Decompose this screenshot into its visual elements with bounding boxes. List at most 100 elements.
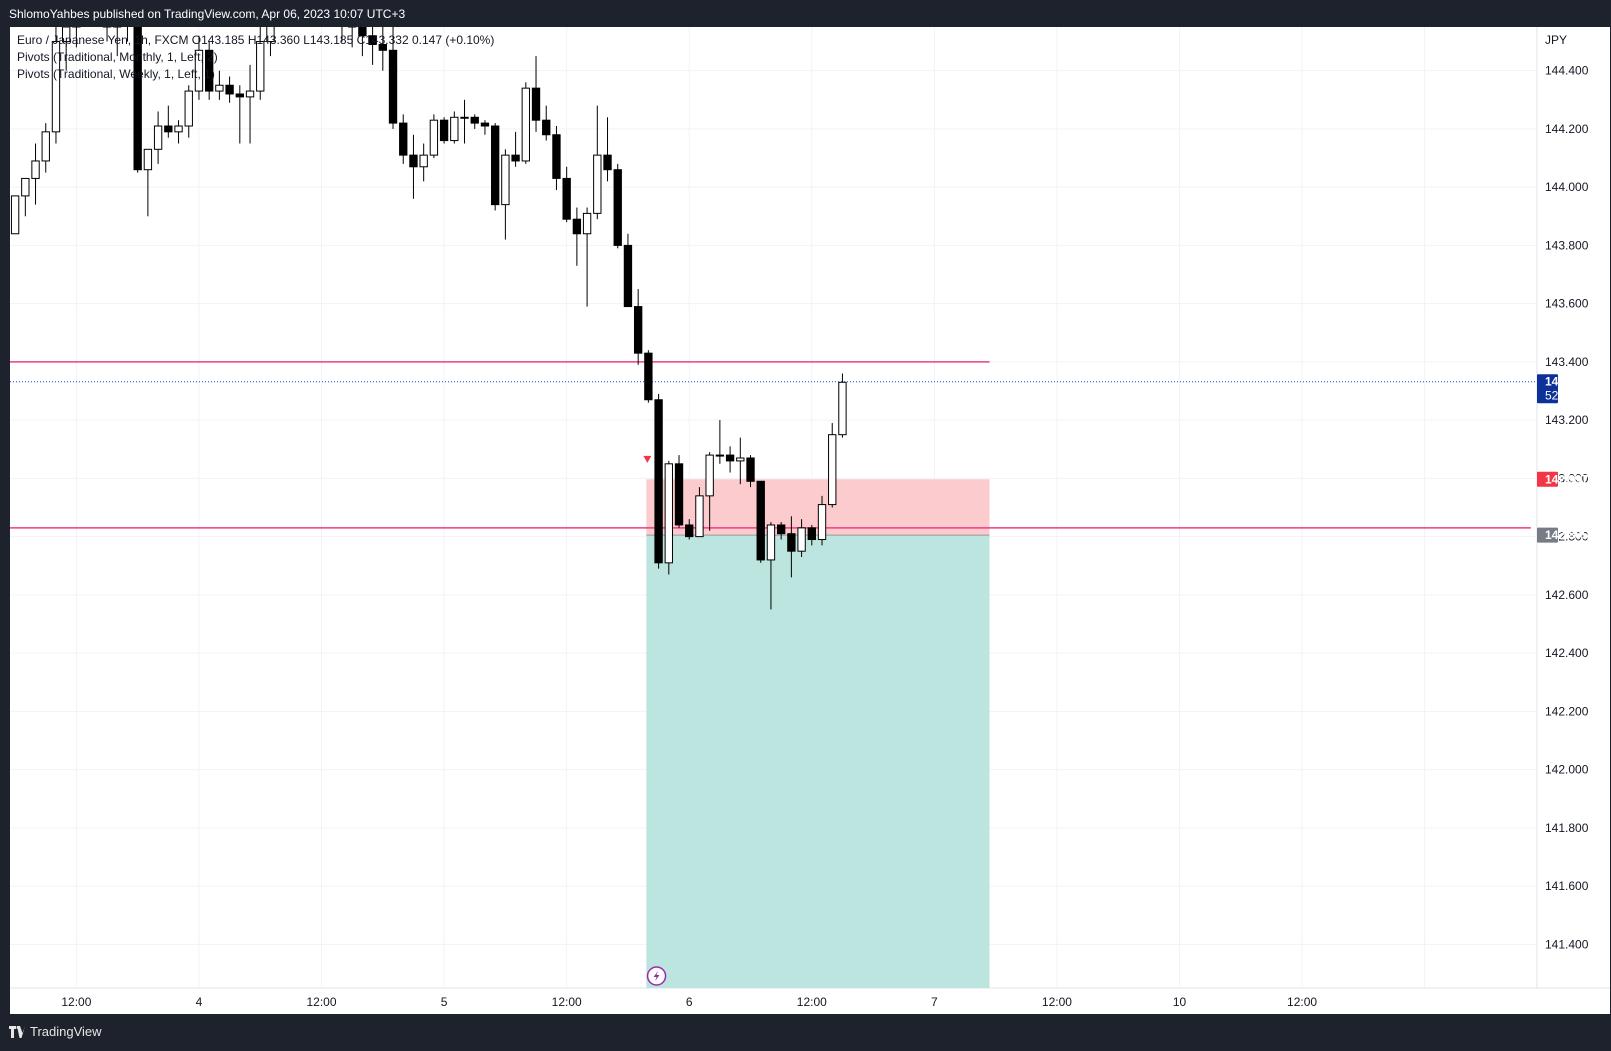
candle-bearish	[102, 27, 112, 28]
candle-bullish	[245, 90, 255, 98]
legend-symbol-line: Euro / Japanese Yen, 1h, FXCM O143.185 H…	[17, 33, 494, 47]
y-tick-label: 143.200	[1545, 413, 1589, 427]
candle-bullish	[705, 454, 714, 497]
lightning-icon	[653, 971, 660, 981]
y-tick-label: 144.200	[1545, 122, 1589, 136]
y-tick-label: 142.000	[1545, 763, 1589, 777]
y-tick-label: 143.400	[1545, 355, 1589, 369]
candle-bullish	[766, 524, 776, 561]
candle-bearish	[776, 524, 786, 535]
grid	[10, 27, 1537, 988]
candle-bullish	[153, 125, 163, 150]
y-tick-label: 143.600	[1545, 297, 1589, 311]
chart[interactable]: 141.400 141.600 141.800 142.000 142.200 142.4…	[0, 0, 1611, 1014]
take-profit-zone	[646, 535, 990, 988]
x-tick-label: 12:00	[61, 995, 91, 1009]
candle-bearish	[368, 35, 377, 45]
candle-bearish	[623, 244, 633, 308]
candle-bearish	[542, 119, 551, 136]
candle-bearish	[644, 352, 653, 401]
candle-bullish	[277, 0, 284, 12]
candle-bullish	[828, 434, 837, 506]
publisher-line: ShlomoYahbes published on TradingView.co…	[9, 7, 406, 21]
candle-bullish	[501, 154, 510, 206]
candle-bullish	[715, 454, 725, 457]
y-tick-label: 144.400	[1545, 64, 1589, 78]
candle-bearish	[552, 134, 561, 179]
candle-bullish	[124, 12, 131, 18]
legend-pivot-monthly: Pivots (Traditional, Monthly, 1, Left, 2…	[17, 50, 218, 64]
current-price-label: 143.332	[1545, 375, 1589, 389]
legend-pivot-weekly: Pivots (Traditional, Weekly, 1, Left, 1)	[17, 67, 215, 81]
candle-bearish	[470, 116, 479, 124]
candle-bullish	[10, 195, 20, 235]
y-tick-label: 144.000	[1545, 180, 1589, 194]
candle-bullish	[41, 131, 50, 162]
candle-bearish	[164, 125, 173, 133]
candle-bearish	[746, 457, 755, 482]
y-tick-label: 142.200	[1545, 704, 1589, 718]
candle-bearish	[674, 463, 684, 526]
candle-bearish	[685, 524, 694, 538]
x-tick-label: 12:00	[797, 995, 827, 1009]
candle-bullish	[72, 27, 81, 28]
candle-bearish	[562, 177, 571, 220]
y-tick-label: 142.600	[1545, 588, 1589, 602]
current-price-label-bg	[1537, 374, 1558, 404]
candle-bullish	[695, 495, 704, 538]
x-tick-label: 6	[686, 995, 693, 1009]
candle-bullish	[62, 27, 71, 43]
candle-bearish	[347, 27, 357, 28]
candle-bullish	[521, 87, 530, 162]
stop-price-label: 142.997	[1545, 472, 1589, 486]
candle-bullish	[256, 41, 265, 92]
candle-bearish	[133, 27, 142, 171]
x-tick-label: 12:00	[307, 995, 337, 1009]
candle-bullish	[83, 7, 90, 13]
candle-bullish	[51, 41, 61, 133]
y-tick-label: 141.600	[1545, 879, 1589, 893]
y-tick-label: 142.400	[1545, 646, 1589, 660]
candle-bearish	[490, 125, 500, 206]
candle-bullish	[817, 504, 827, 541]
entry-price-label: 142.805	[1545, 528, 1589, 542]
y-tick-label: 143.800	[1545, 238, 1589, 252]
candle-bullish	[143, 148, 153, 171]
candle-bullish	[429, 119, 439, 156]
candle-bullish	[797, 527, 806, 552]
tradingview-logo[interactable]: TradingView	[9, 1024, 102, 1039]
tradingview-logo-icon	[9, 1025, 25, 1038]
candle-bullish	[736, 457, 745, 462]
signal-arrow-icon	[643, 455, 652, 463]
bottom-bar: TradingView	[0, 1014, 1611, 1051]
candle-bearish	[725, 454, 735, 462]
x-tick-label: 12:00	[1287, 995, 1317, 1009]
candle-bearish	[787, 533, 796, 552]
candle-bullish	[582, 212, 592, 235]
x-tick-label: 10	[1173, 995, 1187, 1009]
plot-area	[10, 0, 1537, 988]
currency-label: JPY	[1545, 33, 1567, 47]
candle-bearish	[378, 43, 387, 51]
candle-bearish	[572, 218, 582, 235]
tradingview-brand: TradingView	[30, 1024, 102, 1039]
candle-bearish	[388, 49, 398, 124]
x-tick-label: 7	[931, 995, 938, 1009]
candle-bullish	[194, 49, 204, 92]
top-bar: ShlomoYahbes published on TradingView.co…	[0, 0, 1611, 27]
candle-bearish	[439, 119, 449, 142]
candle-bearish	[531, 87, 541, 121]
candle-bullish	[31, 160, 40, 179]
candle-bearish	[807, 527, 816, 541]
stop-price-label-bg	[1537, 471, 1558, 487]
candle-bullish	[664, 463, 673, 564]
candle-bullish	[460, 116, 469, 119]
candle-bearish	[756, 480, 765, 561]
y-tick-label: 141.800	[1545, 821, 1589, 835]
candle-bullish	[184, 90, 193, 127]
candle-bullish	[450, 116, 459, 142]
x-tick-label: 4	[196, 995, 203, 1009]
candle-bullish	[266, 27, 275, 43]
x-tick-label: 12:00	[1042, 995, 1072, 1009]
candle-bearish	[225, 84, 234, 95]
